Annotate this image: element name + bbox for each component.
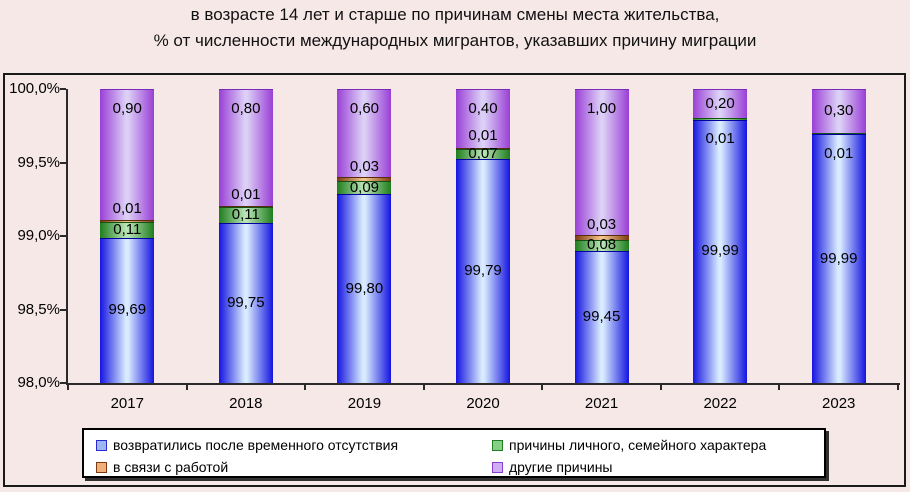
chart-title-line2: % от численности международных мигрантов… (153, 31, 757, 50)
bar-segment-other-2018 (218, 89, 273, 206)
bar-segment-returned-2022 (693, 119, 748, 383)
x-axis-category-label: 2020 (466, 395, 500, 412)
legend-item-0: возвратились после временного отсутствия (96, 437, 398, 453)
legend-label: другие причины (509, 459, 613, 475)
bar-segment-work-2019 (337, 176, 392, 182)
bar-segment-returned-2017 (100, 237, 155, 383)
data-label-work-2020: 0,01 (468, 127, 498, 145)
bar-segment-work-2018 (218, 205, 273, 208)
bar-segment-returned-2021 (574, 251, 629, 383)
y-axis-tick-label: 99,0% (17, 227, 60, 244)
bar-segment-personal-2019 (337, 181, 392, 195)
data-label-work-2018: 0,01 (231, 185, 261, 203)
x-axis-tick (304, 385, 307, 390)
data-label-work-2021: 0,03 (586, 216, 617, 234)
bar-segment-other-2023 (811, 89, 866, 133)
x-axis-tick (185, 385, 188, 390)
bar-segment-personal-2018 (218, 207, 273, 224)
data-label-work-2017: 0,01 (112, 200, 142, 218)
data-label-returned-2020: 99,79 (464, 262, 502, 280)
y-axis-tick (60, 308, 66, 311)
data-label-returned-2023: 99,99 (819, 249, 858, 267)
legend-swatch-icon (492, 461, 503, 473)
data-label-personal-2023: 0,01 (824, 144, 854, 162)
bar-segment-personal-2017 (100, 221, 155, 238)
bar-segment-returned-2023 (811, 134, 866, 383)
y-axis-tick-label: 100,0% (9, 80, 60, 97)
x-axis-category-label: 2018 (229, 395, 263, 412)
data-label-other-2022: 0,20 (705, 94, 735, 112)
legend-swatch-icon (492, 439, 503, 451)
y-axis-tick-label: 98,5% (17, 300, 60, 318)
y-axis-line (66, 89, 68, 385)
y-axis-tick-label: 99,5% (17, 153, 60, 171)
bar-segment-other-2021 (574, 89, 629, 236)
data-label-returned-2019: 99,80 (345, 279, 384, 297)
data-label-other-2020: 0,40 (468, 100, 498, 117)
data-label-returned-2018: 99,75 (227, 294, 265, 312)
legend-swatch-icon (96, 461, 107, 473)
x-axis-category-label: 2017 (110, 395, 144, 412)
x-axis-tick (659, 385, 662, 390)
bar-segment-other-2022 (693, 89, 748, 119)
data-label-returned-2022: 99,99 (701, 242, 739, 260)
data-label-other-2021: 1,00 (586, 100, 617, 117)
bar-segment-other-2020 (456, 89, 510, 148)
legend-item-3: другие причины (492, 459, 613, 475)
bar-segment-work-2020 (456, 147, 510, 150)
x-axis-line (66, 383, 900, 385)
bar-segment-personal-2020 (456, 149, 510, 160)
x-axis-tick (67, 385, 69, 390)
legend-label: в связи с работой (113, 459, 229, 475)
legend-swatch-icon (96, 439, 107, 451)
y-axis-tick (60, 382, 66, 384)
data-label-other-2017: 0,90 (112, 100, 142, 117)
bar-segment-other-2019 (337, 89, 392, 177)
data-label-personal-2022: 0,01 (705, 130, 735, 148)
bar-segment-personal-2021 (574, 239, 629, 252)
x-axis-category-label: 2021 (584, 395, 619, 412)
legend-label: возвратились после временного отсутствия (113, 437, 399, 453)
legend-label: причины личного, семейного характера (509, 437, 767, 453)
bar-segment-returned-2019 (337, 194, 392, 383)
y-axis-tick (60, 88, 66, 90)
x-axis-category-label: 2022 (703, 395, 737, 412)
data-label-other-2019: 0,60 (349, 100, 380, 117)
data-label-personal-2021: 0,08 (586, 236, 617, 254)
bar-segment-work-2017 (100, 220, 155, 222)
legend: возвратились после временного отсутствия… (82, 428, 826, 478)
y-axis-tick (60, 235, 66, 237)
chart-title-line1: в возрасте 14 лет и старше по причинам с… (190, 5, 720, 24)
legend-item-2: в связи с работой (96, 459, 228, 475)
data-label-other-2023: 0,30 (824, 101, 854, 119)
legend-item-1: причины личного, семейного характера (492, 437, 766, 453)
bar-segment-returned-2020 (456, 159, 510, 383)
bar-segment-other-2017 (100, 89, 155, 221)
y-axis-tick (60, 161, 66, 164)
x-axis-tick (541, 385, 544, 390)
bar-segment-work-2021 (574, 235, 629, 240)
data-label-personal-2017: 0,11 (113, 220, 142, 238)
data-label-other-2018: 0,80 (231, 100, 261, 117)
data-label-personal-2020: 0,07 (468, 145, 498, 163)
x-axis-tick (897, 385, 899, 390)
x-axis-category-label: 2023 (822, 395, 856, 412)
data-label-personal-2019: 0,09 (349, 178, 380, 196)
data-label-returned-2017: 99,69 (108, 301, 147, 319)
bar-segment-personal-2022 (693, 118, 748, 120)
data-label-work-2019: 0,03 (349, 157, 380, 175)
data-label-personal-2018: 0,11 (231, 206, 260, 224)
x-axis-tick (778, 385, 781, 390)
y-axis-tick-label: 98,0% (17, 374, 60, 391)
x-axis-category-label: 2019 (347, 395, 382, 412)
bar-segment-returned-2018 (218, 223, 273, 383)
data-label-returned-2021: 99,45 (582, 308, 621, 326)
bar-segment-personal-2023 (811, 132, 866, 135)
x-axis-tick (422, 385, 425, 390)
